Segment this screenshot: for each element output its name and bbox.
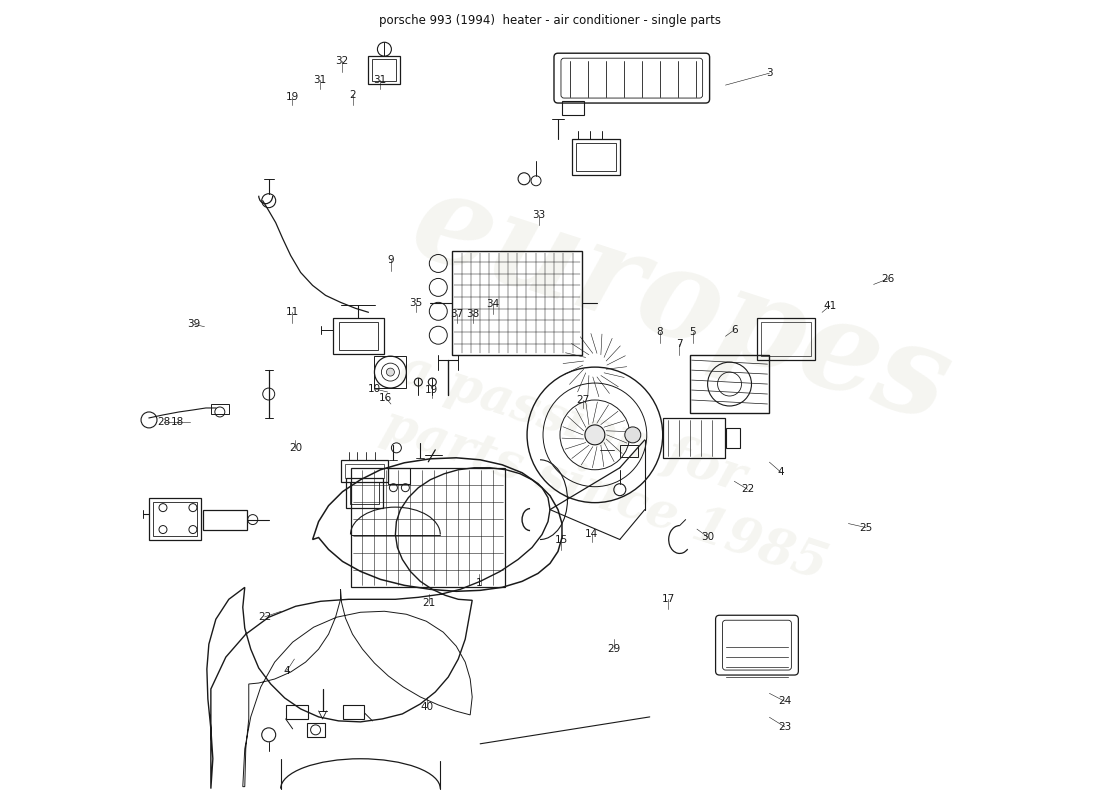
Text: 11: 11 — [286, 307, 299, 318]
Text: 3: 3 — [766, 68, 773, 78]
Text: 38: 38 — [466, 309, 480, 319]
Text: 14: 14 — [585, 529, 598, 539]
Text: 30: 30 — [702, 532, 715, 542]
Bar — [351, 468, 505, 587]
Text: 10: 10 — [367, 384, 381, 394]
Text: 4: 4 — [284, 666, 290, 676]
Text: 33: 33 — [532, 210, 546, 220]
Text: 2: 2 — [349, 90, 355, 101]
Bar — [350, 482, 380, 504]
Text: 19: 19 — [425, 386, 438, 395]
Text: 35: 35 — [409, 298, 422, 308]
Text: europes: europes — [398, 161, 965, 448]
Circle shape — [625, 427, 641, 443]
Text: 40: 40 — [420, 702, 433, 712]
Bar — [761, 322, 812, 356]
Text: 37: 37 — [450, 309, 463, 319]
Bar — [662, 418, 725, 458]
Bar — [148, 498, 201, 539]
Bar — [153, 502, 197, 535]
Text: 26: 26 — [881, 274, 894, 284]
Bar — [341, 460, 388, 482]
Bar — [307, 723, 324, 737]
Text: 20: 20 — [289, 443, 302, 453]
Text: 6: 6 — [732, 325, 738, 335]
Text: 28: 28 — [157, 418, 170, 427]
Text: 17: 17 — [662, 594, 675, 604]
Circle shape — [386, 368, 395, 376]
Bar — [211, 404, 229, 414]
Text: 27: 27 — [576, 395, 590, 405]
Bar — [344, 464, 384, 478]
Bar — [690, 355, 769, 413]
Text: 7: 7 — [676, 339, 683, 349]
Bar — [758, 318, 815, 360]
Bar — [619, 445, 638, 457]
Text: 24: 24 — [778, 696, 791, 706]
Text: 21: 21 — [422, 598, 436, 608]
Text: 22: 22 — [741, 484, 755, 494]
Text: 22: 22 — [258, 612, 272, 622]
Circle shape — [585, 425, 605, 445]
Bar — [332, 318, 384, 354]
Bar — [452, 250, 582, 355]
Text: 23: 23 — [778, 722, 791, 732]
Bar — [368, 56, 400, 84]
Text: porsche 993 (1994)  heater - air conditioner - single parts: porsche 993 (1994) heater - air conditio… — [379, 14, 720, 27]
Text: 31: 31 — [373, 74, 386, 85]
Bar — [202, 510, 246, 530]
Bar — [726, 428, 739, 448]
Bar — [374, 356, 406, 388]
Bar — [342, 705, 364, 719]
Text: 5: 5 — [690, 327, 696, 338]
Text: 25: 25 — [859, 522, 872, 533]
Bar — [373, 59, 396, 81]
Text: 8: 8 — [657, 327, 663, 338]
Bar — [345, 478, 384, 508]
Text: 18: 18 — [170, 418, 184, 427]
Text: 15: 15 — [554, 534, 568, 545]
Text: 39: 39 — [187, 319, 200, 330]
Bar — [562, 101, 584, 115]
Text: 1: 1 — [475, 578, 482, 588]
Bar — [339, 322, 378, 350]
Bar — [572, 139, 619, 174]
Text: 19: 19 — [286, 92, 299, 102]
Text: 32: 32 — [334, 56, 349, 66]
Text: 9: 9 — [387, 255, 394, 266]
Text: a passion for: a passion for — [393, 345, 751, 503]
Text: parts since 1985: parts since 1985 — [376, 401, 834, 590]
Text: 41: 41 — [823, 301, 836, 311]
Text: 34: 34 — [486, 299, 499, 310]
Bar — [388, 468, 410, 484]
Text: 4: 4 — [777, 466, 783, 477]
Text: 29: 29 — [607, 644, 620, 654]
Text: 16: 16 — [378, 393, 392, 402]
Bar — [286, 705, 308, 719]
Bar — [576, 143, 616, 170]
Text: 31: 31 — [314, 74, 327, 85]
